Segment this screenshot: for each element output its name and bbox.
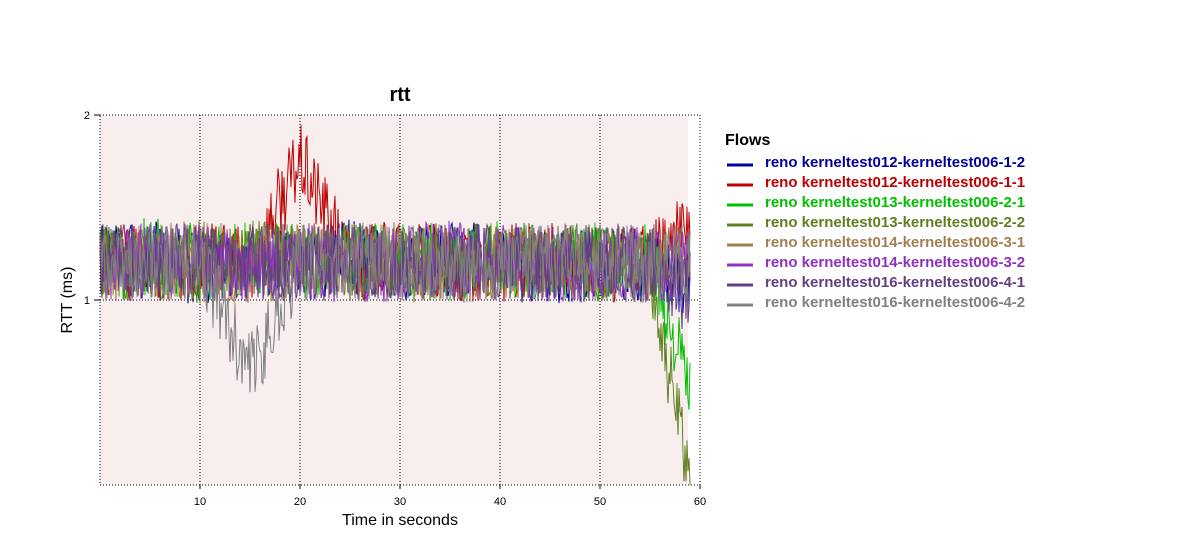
x-axis-ticks: 10 20 30 40 50 60 xyxy=(194,485,706,508)
y-tick-label: 2 xyxy=(84,110,90,122)
legend: reno kerneltest012-kerneltest006-1-2 reno… xyxy=(727,154,1025,311)
y-tick-label: 1 xyxy=(84,295,90,307)
y-axis-label: RTT (ms) xyxy=(59,267,76,334)
x-tick-label: 20 xyxy=(294,496,306,508)
legend-entry: reno kerneltest016-kerneltest006-4-1 xyxy=(765,274,1025,291)
series-line xyxy=(99,223,691,393)
x-axis-label: Time in seconds xyxy=(342,512,458,529)
legend-entry: reno kerneltest014-kerneltest006-3-2 xyxy=(765,254,1025,271)
legend-title: Flows xyxy=(725,132,770,149)
x-tick-label: 10 xyxy=(194,496,206,508)
y-axis-ticks: 12 xyxy=(84,110,100,307)
legend-entry: reno kerneltest013-kerneltest006-2-2 xyxy=(765,214,1025,231)
legend-entry: reno kerneltest013-kerneltest006-2-1 xyxy=(765,194,1025,211)
series-layer xyxy=(99,124,691,486)
x-tick-label: 50 xyxy=(594,496,606,508)
legend-entry: reno kerneltest012-kerneltest006-1-1 xyxy=(765,174,1025,191)
legend-entry: reno kerneltest016-kerneltest006-4-2 xyxy=(765,294,1025,311)
legend-entry: reno kerneltest014-kerneltest006-3-1 xyxy=(765,234,1025,251)
legend-entry: reno kerneltest012-kerneltest006-1-2 xyxy=(765,154,1025,171)
chart-title: rtt xyxy=(389,84,410,106)
grid-lines xyxy=(100,114,701,485)
x-tick-label: 40 xyxy=(494,496,506,508)
x-tick-label: 30 xyxy=(394,496,406,508)
x-tick-label: 60 xyxy=(694,496,706,508)
